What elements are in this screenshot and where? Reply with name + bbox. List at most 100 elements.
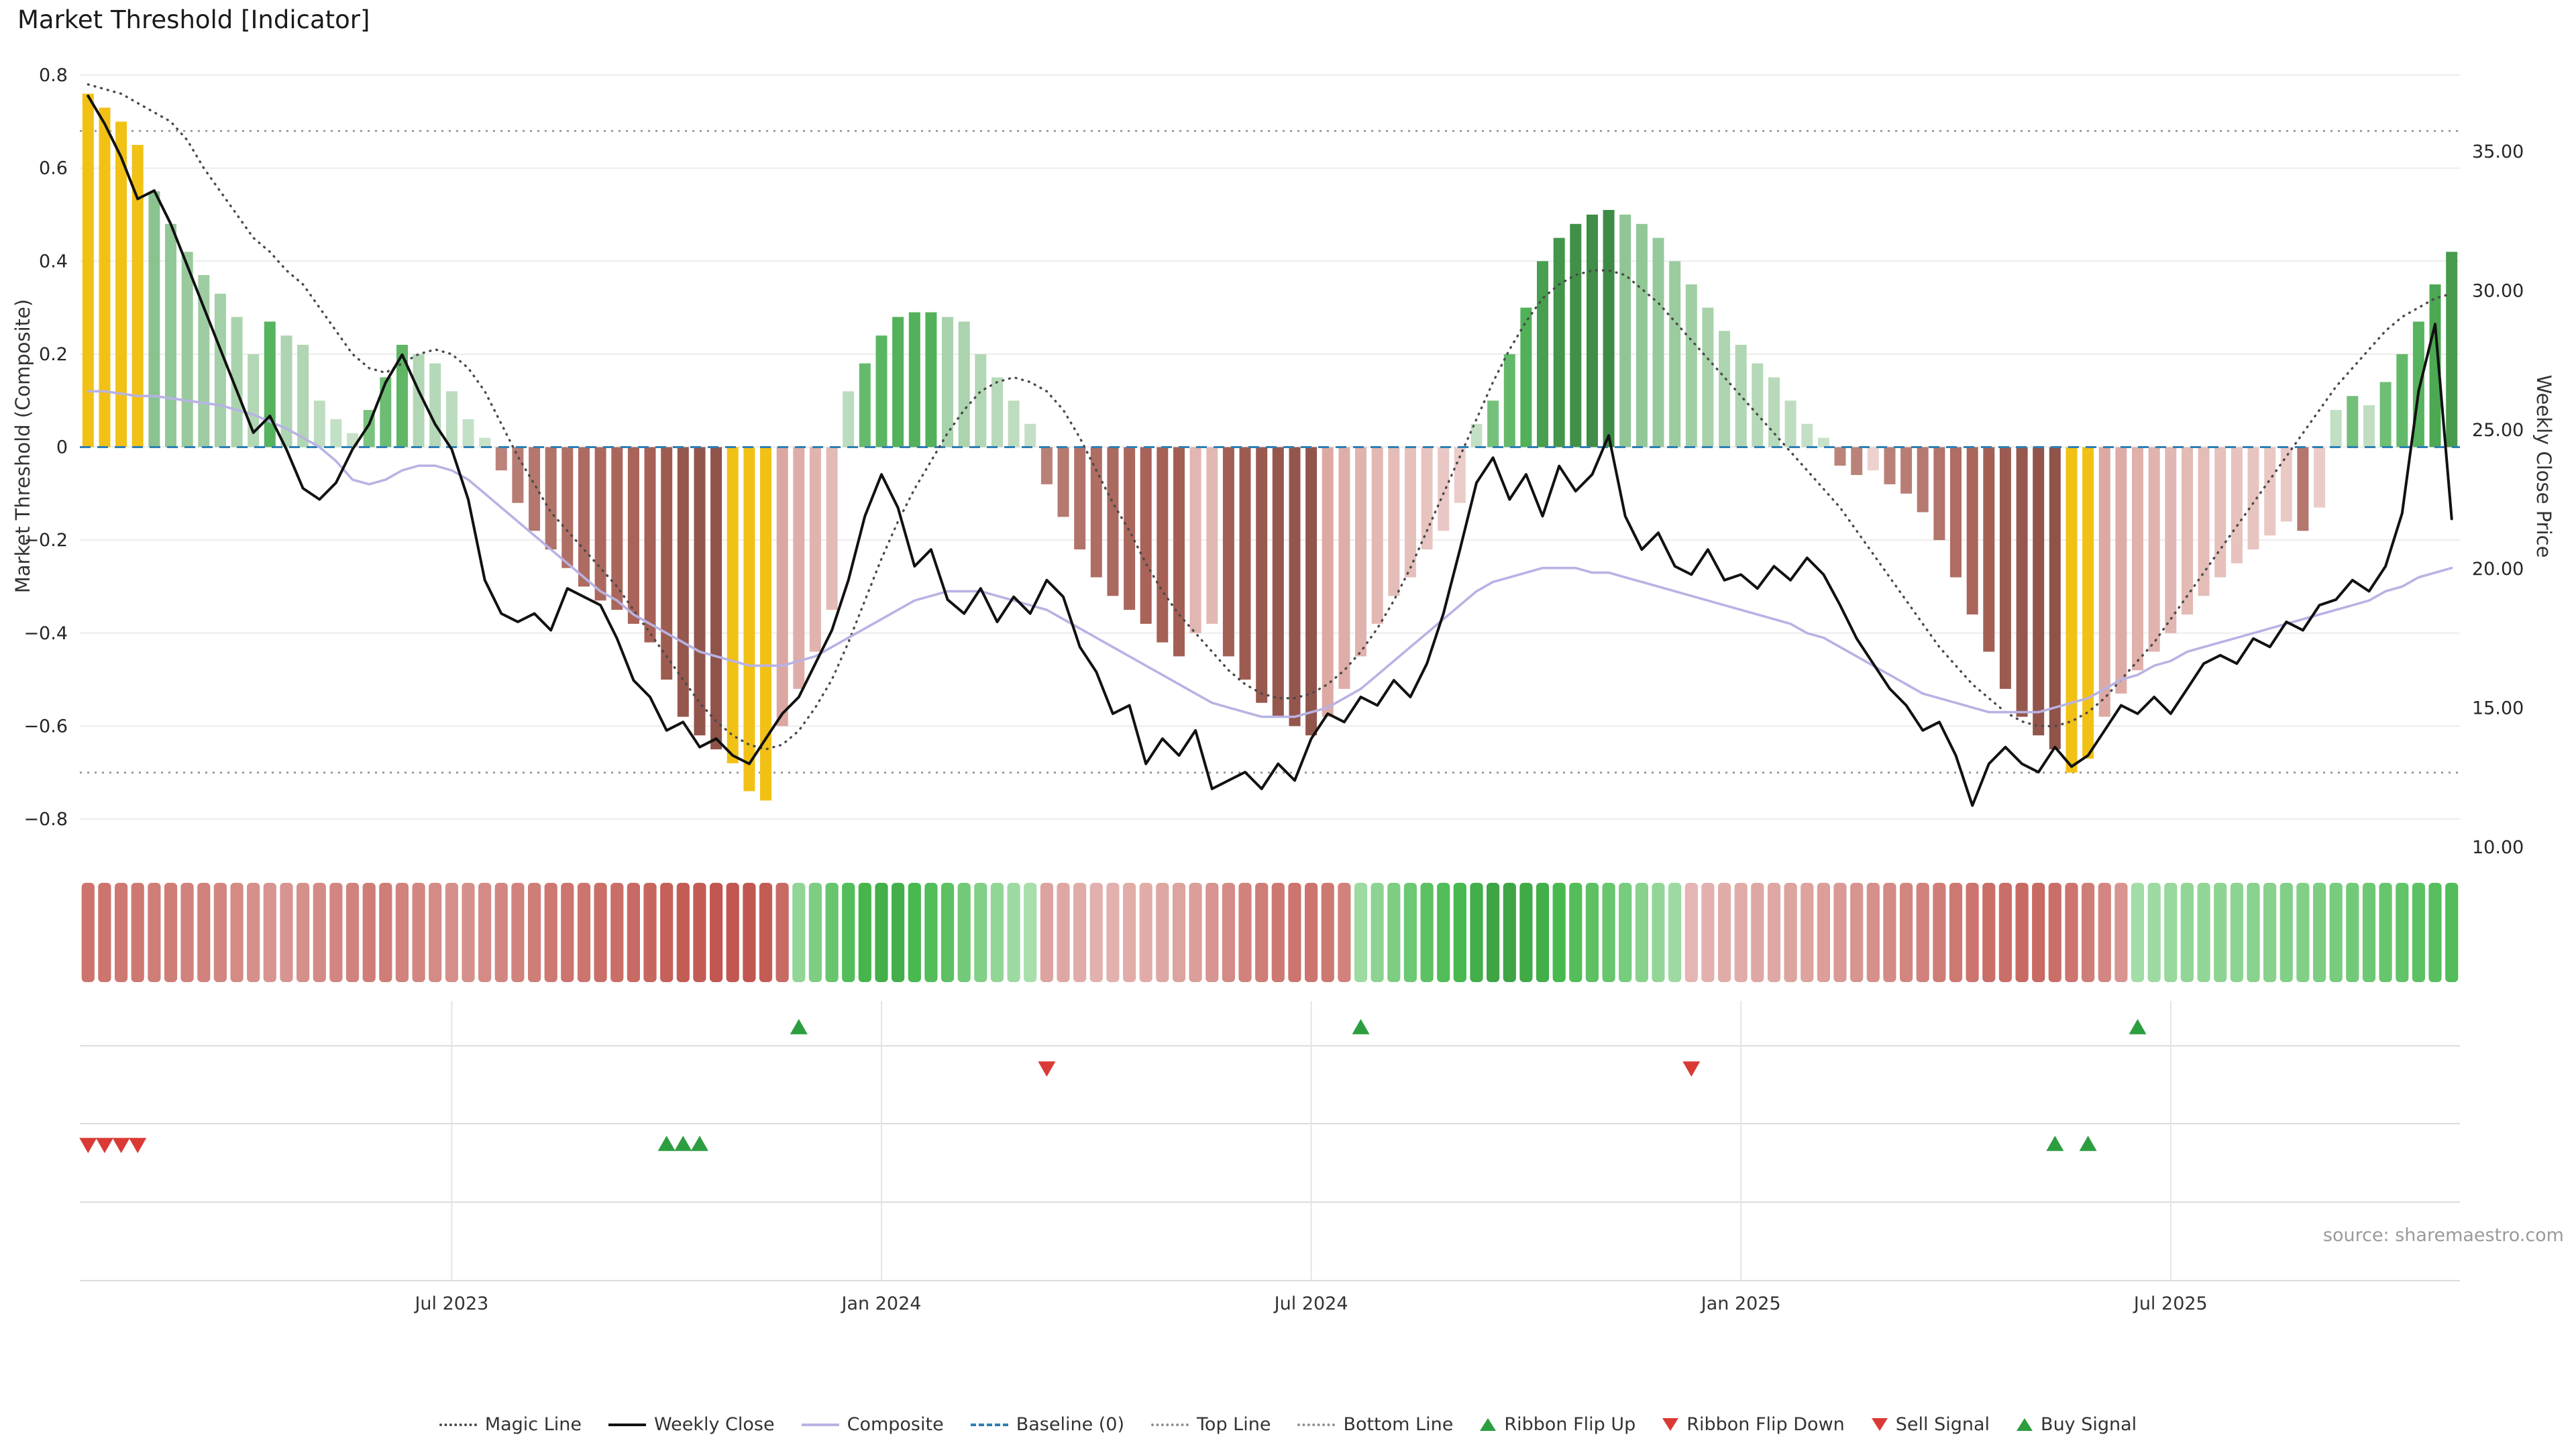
threshold-bar (826, 447, 838, 610)
ribbon-cell (1767, 883, 1781, 982)
threshold-bar (1983, 447, 1995, 652)
ribbon-cell (1751, 883, 1764, 982)
ribbon-cell (1784, 883, 1797, 982)
threshold-bar (1735, 345, 1747, 447)
threshold-bar (677, 447, 689, 717)
threshold-bar (611, 447, 623, 610)
threshold-bar (413, 354, 425, 447)
line-swatch-icon (970, 1423, 1008, 1426)
threshold-bar (1173, 447, 1185, 657)
triangle-up-icon (2017, 1418, 2033, 1431)
threshold-bar (330, 419, 342, 447)
legend-item-sell-signal: Sell Signal (1871, 1414, 1990, 1435)
threshold-bar (1222, 447, 1234, 657)
ribbon-cell (115, 883, 128, 982)
ribbon-cell (2197, 883, 2210, 982)
ribbon-cell (561, 883, 574, 982)
ribbon-cell (1801, 883, 1814, 982)
ribbon-cell (1305, 883, 1318, 982)
buy-signal-marker (674, 1136, 692, 1151)
threshold-bar (1768, 377, 1780, 447)
ribbon-cell (2296, 883, 2310, 982)
threshold-bar (2363, 405, 2375, 447)
ribbon-cell (297, 883, 310, 982)
ribbon-cell (908, 883, 921, 982)
ribbon-cell (1073, 883, 1087, 982)
ribbon-cell (643, 883, 657, 982)
threshold-bar (1900, 447, 1913, 494)
threshold-bar (561, 447, 574, 568)
ribbon-cell (98, 883, 111, 982)
page-title: Market Threshold [Indicator] (17, 5, 370, 34)
ribbon-cell (2147, 883, 2161, 982)
ribbon-cell (1205, 883, 1219, 982)
sell-signal-marker (112, 1138, 130, 1153)
threshold-bar (1685, 284, 1697, 447)
ribbon-cell (1850, 883, 1864, 982)
line-swatch-icon (1151, 1423, 1189, 1426)
threshold-bar (1040, 447, 1053, 484)
chart-legend: Magic Line Weekly Close Composite Baseline … (0, 1414, 2576, 1435)
ribbon-cell (2263, 883, 2277, 982)
ribbon-cell (2428, 883, 2442, 982)
threshold-bar (760, 447, 771, 801)
ribbon-cell (528, 883, 541, 982)
ribbon-cell (858, 883, 871, 982)
threshold-bar (1355, 447, 1366, 657)
ribbon-cell (743, 883, 756, 982)
threshold-bar (975, 354, 987, 447)
ribbon-cell (213, 883, 227, 982)
left-axis-tick: −0.4 (23, 623, 68, 644)
ribbon-cell (990, 883, 1004, 982)
right-axis-tick: 20.00 (2472, 559, 2524, 580)
threshold-bar (1999, 447, 2011, 689)
threshold-bar (2065, 447, 2078, 773)
left-axis-tick: 0.2 (39, 344, 68, 365)
ribbon-cell (2032, 883, 2045, 982)
legend-item-ribbon-flip-down: Ribbon Flip Down (1662, 1414, 1845, 1435)
threshold-bar (1008, 400, 1020, 447)
ribbon-cell (2180, 883, 2194, 982)
ribbon-cell (1024, 883, 1037, 982)
threshold-bar (2314, 447, 2326, 508)
threshold-bar (710, 447, 722, 749)
threshold-bar (1140, 447, 1152, 624)
legend-item-bottom-line: Bottom Line (1297, 1414, 1453, 1435)
ribbon-cell (1123, 883, 1136, 982)
ribbon-cell (197, 883, 211, 982)
threshold-bar (1388, 447, 1400, 596)
threshold-bar (2396, 354, 2408, 447)
ribbon-cell (1403, 883, 1417, 982)
right-axis-tick: 15.00 (2472, 698, 2524, 719)
threshold-bar (875, 335, 888, 447)
right-axis-tick: 10.00 (2472, 837, 2524, 858)
threshold-bar (462, 419, 474, 447)
ribbon-cell (511, 883, 525, 982)
legend-item-magic-line: Magic Line (439, 1414, 582, 1435)
ribbon-cell (1536, 883, 1550, 982)
threshold-bar (1157, 447, 1169, 643)
ribbon-cell (1998, 883, 2012, 982)
left-axis-tick: −0.2 (23, 530, 68, 551)
threshold-bar (1619, 214, 1631, 447)
line-swatch-icon (1297, 1423, 1336, 1426)
threshold-bar (2330, 410, 2342, 447)
ribbon-cell (2114, 883, 2128, 982)
ribbon-cell (247, 883, 260, 982)
ribbon-cell (1453, 883, 1466, 982)
ribbon-cell (494, 883, 508, 982)
legend-label: Weekly Close (654, 1414, 775, 1435)
x-axis-tick: Jan 2025 (1700, 1293, 1781, 1314)
ribbon-cell (2396, 883, 2409, 982)
ribbon-cell (230, 883, 244, 982)
threshold-bar (578, 447, 590, 587)
ribbon-cell (875, 883, 888, 982)
ribbon-cell (2048, 883, 2061, 982)
ribbon-cell (941, 883, 955, 982)
sell-signal-marker (79, 1138, 97, 1153)
ribbon-cell (2247, 883, 2260, 982)
legend-item-baseline-0-: Baseline (0) (970, 1414, 1124, 1435)
buy-signal-marker (657, 1136, 676, 1151)
threshold-bar (495, 447, 507, 471)
ribbon-cell (1966, 883, 1979, 982)
